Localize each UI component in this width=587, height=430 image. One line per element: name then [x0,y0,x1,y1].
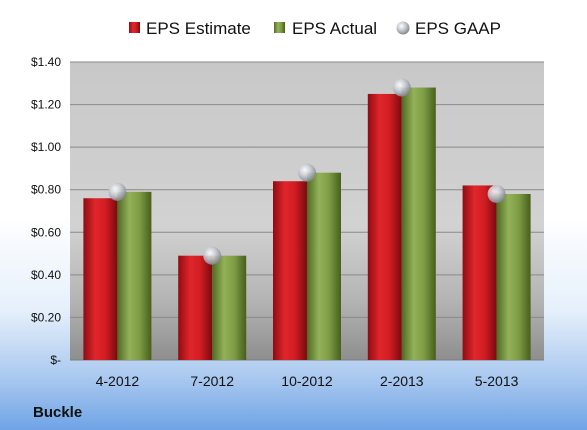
bar-eps-estimate [178,255,213,360]
gaap-markers [108,78,506,265]
legend-marker-eps-gaap [396,21,410,35]
x-category-label: 4-2012 [96,373,140,389]
y-tick-label: $0.40 [31,268,61,282]
y-tick-label: $1.00 [31,140,61,154]
y-tick-label: $0.80 [31,183,61,197]
legend-label-eps-gaap: EPS GAAP [415,19,501,38]
bar-eps-estimate [462,185,497,360]
bar-eps-estimate [273,181,307,360]
x-axis-category-labels: 4-2012 7-2012 10-2012 2-2013 5-2013 [96,373,519,389]
legend-label-eps-estimate: EPS Estimate [146,19,251,38]
marker-eps-gaap [203,246,222,265]
marker-eps-gaap [298,163,316,182]
y-tick-label: $0.20 [31,310,61,324]
x-category-label: 10-2012 [281,373,333,389]
y-tick-label: $0.60 [31,225,61,239]
legend-swatch-eps-actual [274,22,285,33]
legend: EPS Estimate EPS Actual EPS GAAP [129,19,501,38]
y-axis-tick-labels: $- $0.20 $0.40 $0.60 $0.80 $1.00 $1.20 $1.40 [31,55,61,367]
x-category-label: 7-2012 [190,373,234,389]
bar-eps-actual [212,255,247,360]
bars [83,87,531,361]
bar-eps-estimate [83,198,118,360]
bar-eps-actual [307,172,341,360]
y-tick-label: $1.40 [31,55,61,69]
x-category-label: 2-2013 [380,373,424,389]
y-tick-label: $1.20 [31,98,61,112]
marker-eps-gaap [487,184,506,203]
y-tick-label: $- [50,353,61,367]
legend-label-eps-actual: EPS Actual [292,19,377,38]
marker-eps-gaap [392,78,411,97]
bar-eps-actual [496,193,531,360]
marker-eps-gaap [108,182,127,201]
bar-eps-actual [401,87,436,361]
x-category-label: 5-2013 [475,373,519,389]
bar-eps-actual [117,191,152,360]
legend-swatch-eps-estimate [129,22,140,33]
company-label: Buckle [33,404,82,421]
bar-eps-estimate [367,93,402,360]
